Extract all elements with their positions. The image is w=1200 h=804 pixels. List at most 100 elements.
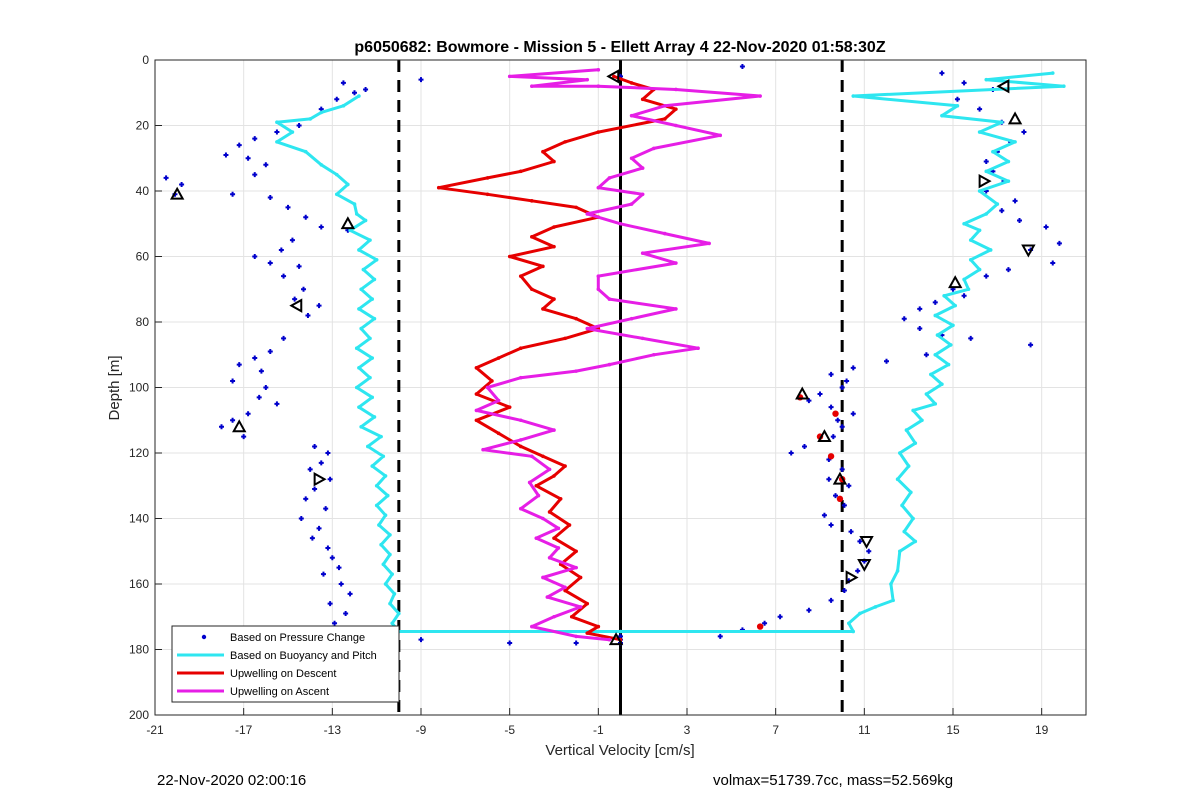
series-1-point-79 (924, 392, 929, 396)
series-layer (163, 64, 1066, 646)
series-2-point-33 (474, 392, 479, 396)
x-tick-label-9: 15 (946, 723, 960, 737)
x-tick-label-2: -13 (324, 723, 342, 737)
pressure-point-75 (939, 70, 945, 76)
series-3-point-23 (474, 408, 479, 413)
triangle-marker-3 (289, 298, 303, 313)
series-1-point-11 (334, 192, 339, 197)
series-1-point-67 (902, 529, 907, 534)
series-2-point-0 (612, 74, 616, 79)
series-3-point-5 (545, 595, 550, 599)
series-1-point-47 (379, 542, 383, 547)
pressure-point-47 (318, 460, 324, 466)
series-2-point-8 (541, 149, 545, 154)
series-1-point-45 (377, 523, 381, 527)
pressure-point-88 (1012, 198, 1018, 204)
series-1-point-18 (374, 257, 379, 262)
series-1-point-15 (348, 228, 352, 233)
x-tick-label-0: -21 (146, 723, 164, 737)
triangle-marker-2 (340, 216, 356, 230)
pressure-point-84 (983, 159, 989, 165)
series-3-point-30 (696, 346, 700, 351)
pressure-point-55 (309, 535, 315, 541)
pressure-point-99 (932, 299, 938, 305)
series-2-point-5 (663, 117, 667, 121)
triangle-marker-8 (1007, 111, 1023, 125)
pressure-point-0 (340, 80, 346, 86)
series-3-point-56 (674, 87, 678, 92)
series-1-point-74 (913, 441, 918, 445)
triangle-marker-4 (232, 419, 247, 433)
series-2-point-19 (552, 244, 556, 249)
series-3-point-27 (574, 369, 578, 373)
pressure-point-112 (817, 391, 823, 397)
pressure-point-110 (844, 378, 850, 384)
series-0 (163, 64, 1062, 646)
pressure-point-116 (835, 417, 841, 423)
series-1-point-106 (977, 130, 982, 134)
series-2-point-43 (547, 510, 552, 514)
series-3-point-11 (534, 536, 539, 540)
series-3-point-4 (578, 605, 583, 609)
series-3-point-58 (530, 84, 534, 88)
triangle-marker-13 (817, 429, 832, 443)
series-1-point-108 (940, 113, 944, 118)
series-1-point-21 (359, 287, 363, 292)
series-3 (474, 68, 762, 642)
pressure-point-100 (917, 306, 923, 312)
legend-box (171, 625, 400, 703)
pressure-point-11 (263, 162, 269, 168)
triangle-marker-1 (169, 186, 185, 200)
series-3-point-19 (481, 447, 485, 452)
series-2-point-9 (552, 159, 556, 164)
series-3-point-36 (596, 287, 601, 292)
chart-title: p6050682: Bowmore - Mission 5 - Ellett A… (354, 39, 885, 56)
series-2-point-11 (485, 176, 490, 180)
series-1-point-25 (359, 326, 363, 331)
legend-label-1: Based on Buoyancy and Pitch (230, 650, 377, 662)
pressure-point-43 (219, 424, 224, 430)
series-3-point-54 (663, 104, 667, 108)
series-1-point-105 (1013, 140, 1017, 144)
pressure-point-129 (848, 529, 854, 535)
y-tick-label-10: 200 (129, 708, 149, 722)
series-1-point-6 (275, 140, 279, 144)
series-3-point-33 (629, 316, 634, 321)
pressure-point-114 (828, 404, 834, 410)
series-1-point-104 (991, 149, 995, 154)
series-2-point-29 (518, 346, 523, 351)
pressure-point-48 (307, 466, 313, 472)
pressure-point-17 (267, 195, 273, 201)
series-1-point-14 (363, 218, 368, 223)
pressure-point-122 (839, 466, 845, 472)
series-1-point-94 (988, 248, 993, 252)
series-1-point-85 (935, 333, 940, 337)
series-1-point-54 (397, 611, 401, 616)
pressure-point-5 (296, 123, 302, 128)
series-1-point-0 (357, 94, 361, 98)
series-2-point-52 (596, 624, 601, 629)
series-3-point-59 (585, 77, 590, 82)
series-1-point-103 (1006, 159, 1011, 164)
triangle-marker-14 (832, 471, 848, 485)
series-2-point-14 (530, 199, 534, 203)
series-3-point-0 (607, 637, 612, 642)
series-1-point-68 (911, 516, 915, 521)
pressure-point-106 (923, 352, 929, 358)
series-3-point-35 (607, 297, 612, 301)
series-1-point-17 (357, 248, 361, 252)
y-tick-label-2: 40 (136, 184, 150, 198)
series-1-point-62 (891, 598, 895, 603)
pressure-point-91 (1043, 224, 1049, 230)
series-3-point-51 (718, 133, 723, 138)
series-1-point-64 (895, 569, 900, 573)
series-1-point-72 (906, 464, 911, 468)
pressure-point-133 (855, 568, 861, 574)
series-3-point-13 (541, 516, 545, 521)
series-1-point-71 (895, 477, 900, 482)
pressure-point-37 (230, 378, 236, 384)
series-2-point-51 (569, 614, 574, 619)
series-2-point-18 (530, 235, 534, 239)
series-1-point-101 (1006, 179, 1011, 183)
series-2-point-31 (474, 366, 479, 370)
